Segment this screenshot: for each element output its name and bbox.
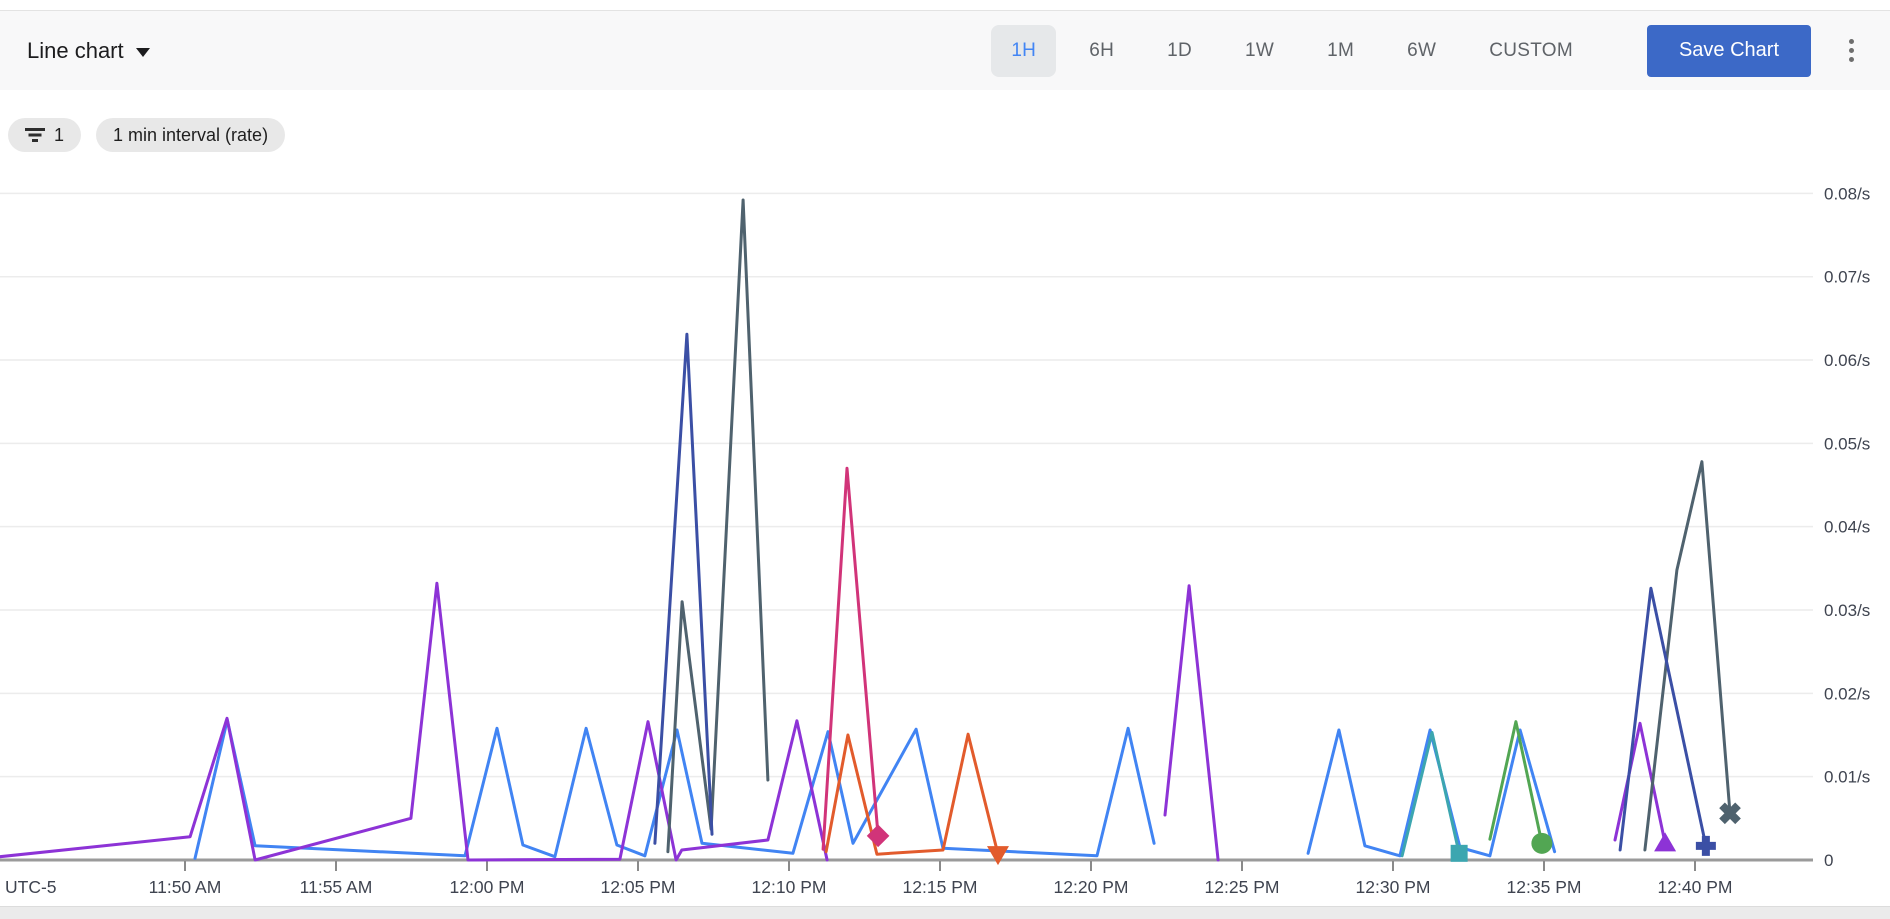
series-line-navy[interactable] xyxy=(1618,586,1708,852)
vertical-dots-icon xyxy=(1849,48,1854,53)
vertical-dots-icon xyxy=(1849,39,1854,44)
x-tick-label: 12:35 PM xyxy=(1507,877,1582,897)
x-tick-label: 12:05 PM xyxy=(601,877,676,897)
y-axis-label: 0.02/s xyxy=(1824,684,1870,703)
chart-type-label: Line chart xyxy=(27,37,124,63)
series-line-purple[interactable] xyxy=(1163,584,1220,862)
x-tick-label: 11:50 AM xyxy=(149,877,222,897)
y-axis-label: 0.01/s xyxy=(1824,768,1870,787)
x-tick-label: 12:20 PM xyxy=(1054,877,1129,897)
range-button-1d[interactable]: 1D xyxy=(1167,39,1192,61)
y-axis-label: 0.06/s xyxy=(1824,351,1870,370)
x-tick-label: 12:30 PM xyxy=(1356,877,1431,897)
chart-header-bar: Line chart 1H 6H 1D 1W 1M 6W CUSTOM Save… xyxy=(0,10,1890,90)
x-tick-label: 12:10 PM xyxy=(752,877,827,897)
filter-count-chip[interactable]: 1 xyxy=(8,118,82,152)
bottom-panel-edge xyxy=(0,906,1890,919)
range-button-6h[interactable]: 6H xyxy=(1089,39,1115,61)
series-line-teal[interactable] xyxy=(1400,731,1461,858)
x-tick-label: 12:00 PM xyxy=(450,877,525,897)
y-axis-label: 0.08/s xyxy=(1824,184,1870,203)
range-button-custom[interactable]: CUSTOM xyxy=(1489,39,1573,61)
series-line-pink[interactable] xyxy=(821,466,880,851)
more-options-button[interactable] xyxy=(1843,33,1860,68)
series-end-marker-plus[interactable] xyxy=(1695,835,1716,856)
series-end-marker-square[interactable] xyxy=(1450,844,1468,862)
series-end-marker-triangle-up[interactable] xyxy=(1654,832,1677,852)
y-axis-label: 0.03/s xyxy=(1824,601,1870,620)
y-axis-label: 0.07/s xyxy=(1824,268,1870,287)
series-line-blue[interactable] xyxy=(1306,728,1557,858)
range-button-1h[interactable]: 1H xyxy=(991,24,1057,77)
range-button-1w[interactable]: 1W xyxy=(1244,39,1275,61)
range-button-6w[interactable]: 6W xyxy=(1407,39,1437,61)
series-end-marker-circle[interactable] xyxy=(1531,832,1553,854)
x-tick-label: 12:25 PM xyxy=(1205,877,1280,897)
x-tick-label: 11:55 AM xyxy=(300,877,373,897)
y-axis-label: 0 xyxy=(1824,851,1833,870)
y-axis-label: 0.05/s xyxy=(1824,434,1870,453)
x-tick-label: 12:15 PM xyxy=(903,877,978,897)
y-axis-label: 0.04/s xyxy=(1824,518,1870,537)
series-line-purple[interactable] xyxy=(0,581,829,862)
series-line-orange[interactable] xyxy=(824,732,1000,856)
series-end-marker-x[interactable] xyxy=(1719,802,1741,825)
time-range-selector: 1H 6H 1D 1W 1M 6W CUSTOM xyxy=(991,24,1593,77)
series-line-purple[interactable] xyxy=(1613,721,1667,845)
series-end-marker-diamond[interactable] xyxy=(866,824,890,848)
interval-chip[interactable]: 1 min interval (rate) xyxy=(96,118,286,152)
chips-row: 1 1 min interval (rate) xyxy=(8,118,286,152)
chevron-down-icon xyxy=(135,47,150,57)
save-chart-button[interactable]: Save Chart xyxy=(1647,24,1811,77)
series-line-navy[interactable] xyxy=(653,332,714,845)
series-line-green[interactable] xyxy=(1488,720,1544,845)
interval-chip-label: 1 min interval (rate) xyxy=(113,124,269,145)
chart-type-dropdown[interactable]: Line chart xyxy=(27,38,150,64)
range-button-1m[interactable]: 1M xyxy=(1327,39,1355,61)
series-end-marker-triangle-down[interactable] xyxy=(986,846,1009,866)
filter-count: 1 xyxy=(54,124,65,145)
filter-list-icon xyxy=(25,127,45,142)
series-line-slate[interactable] xyxy=(1643,460,1732,852)
timezone-label: UTC-5 xyxy=(5,877,57,897)
x-tick-label: 12:40 PM xyxy=(1658,877,1733,897)
vertical-dots-icon xyxy=(1849,57,1854,62)
